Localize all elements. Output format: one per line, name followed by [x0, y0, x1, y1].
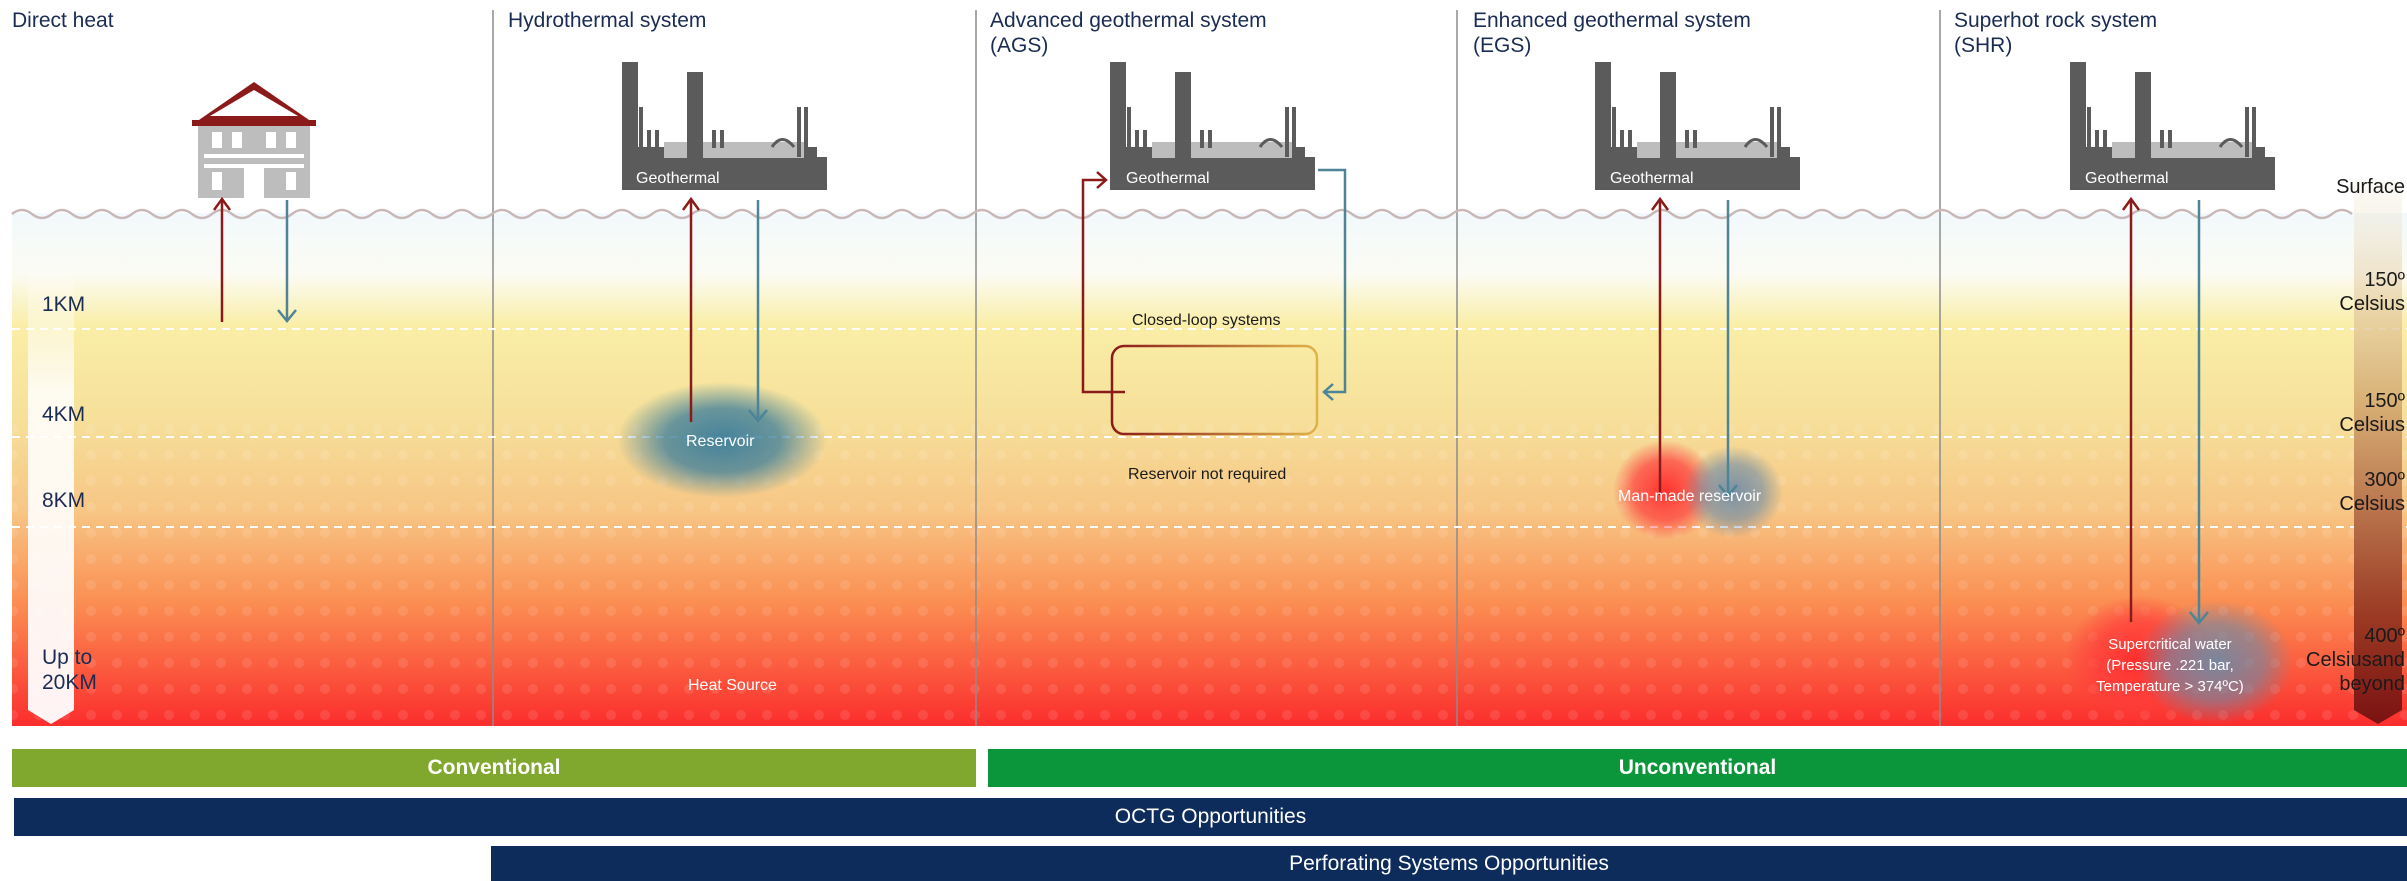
- earth-dots: [12, 420, 2407, 726]
- reservoir-label: Reservoir: [686, 433, 755, 450]
- plant-label: Geothermal: [1610, 170, 1694, 187]
- man-made-reservoir-label: Man-made reservoir: [1618, 488, 1762, 505]
- depth-lines: [12, 328, 2407, 528]
- temp-400: 400º Celsiusand beyond: [2306, 625, 2405, 695]
- depth-20km: Up to 20KM: [42, 646, 97, 694]
- plant-label: Geothermal: [636, 170, 720, 187]
- depth-4km: 4KM: [42, 403, 86, 426]
- flow-arrows: [212, 168, 2209, 625]
- column-title-shr: Superhot rock system (SHR): [1954, 9, 2158, 57]
- heat-source-label: Heat Source: [688, 677, 777, 694]
- depth-8km: 8KM: [42, 489, 86, 512]
- band-octg: OCTG Opportunities: [14, 798, 2407, 836]
- depth-1km: 1KM: [42, 293, 86, 316]
- column-title-hydrothermal: Hydrothermal system: [508, 9, 707, 32]
- plant-label: Geothermal: [1126, 170, 1210, 187]
- column-dividers: [492, 10, 1941, 726]
- column-title-direct-heat: Direct heat: [12, 9, 114, 32]
- temp-150-a: 150º Celsius: [2339, 269, 2405, 315]
- band-conventional: Conventional: [12, 749, 976, 787]
- column-title-egs: Enhanced geothermal system (EGS): [1473, 9, 1751, 57]
- closed-loop-label: Closed-loop systems: [1132, 312, 1281, 329]
- man-made-reservoir-blue: [1683, 446, 1783, 538]
- temp-150-b: 150º Celsius: [2339, 390, 2405, 436]
- temp-300: 300º Celsius: [2339, 469, 2405, 515]
- depth-bar: [28, 250, 74, 724]
- supercritical-label: Supercritical water (Pressure .221 bar, …: [2096, 636, 2244, 695]
- reservoir-blob: [617, 382, 827, 498]
- column-title-ags: Advanced geothermal system (AGS): [990, 9, 1267, 57]
- plant-label: Geothermal: [2085, 170, 2169, 187]
- closed-loop-icon: [1110, 344, 1319, 436]
- temperature-bar: [2354, 180, 2402, 724]
- surface-label: Surface: [2336, 176, 2405, 198]
- surface-line: [11, 208, 2353, 220]
- band-unconventional: Unconventional: [988, 749, 2407, 787]
- building-icon: [192, 82, 316, 198]
- band-perforating: Perforating Systems Opportunities: [491, 846, 2407, 881]
- reservoir-not-required-label: Reservoir not required: [1128, 466, 1287, 483]
- supercritical-blue: [2137, 600, 2293, 724]
